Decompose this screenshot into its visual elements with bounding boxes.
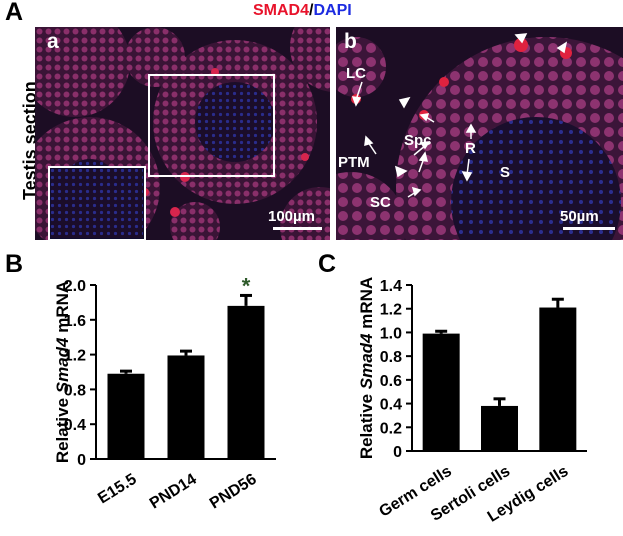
y-tick-label: 1.2	[64, 348, 86, 365]
y-tick-label: 0.2	[380, 420, 402, 437]
micrograph-a-scale-bar	[273, 227, 322, 230]
significance-marker: *	[242, 273, 251, 298]
y-tick-label: 1.6	[64, 313, 86, 330]
micrograph-b-letter: b	[344, 30, 357, 53]
bar	[539, 307, 577, 451]
bar	[167, 355, 205, 459]
chart-b: 0 0.4 0.8 1.2 1.6 2.0 E15.5 PND14 * PND56 Relative…	[53, 273, 276, 513]
micrograph-a-scale-label: 100µm	[268, 208, 316, 225]
x-tick-label: PND56	[207, 471, 260, 513]
y-axis-label-gene: Smad4	[357, 333, 376, 389]
y-axis-label-prefix: Relative	[357, 389, 376, 459]
micrograph-a-texture	[35, 27, 330, 240]
cell-label-spc: Spc	[404, 132, 432, 149]
y-tick-label: 1.0	[380, 325, 402, 342]
y-tick-label: 0.6	[380, 373, 402, 390]
y-tick-label: 1.4	[380, 278, 402, 295]
stain-label-smad4: SMAD4	[253, 2, 310, 19]
y-tick-label: 0	[393, 444, 402, 461]
x-tick-label: PND14	[147, 471, 200, 513]
y-tick-label: 0.8	[64, 382, 86, 399]
bar	[481, 405, 518, 451]
cell-label-r: R	[465, 140, 476, 157]
bar	[422, 333, 460, 451]
micrograph-a-letter: a	[47, 30, 59, 53]
micrograph-b-texture	[336, 27, 623, 240]
micrograph-b: b LC Spc PTM R S SC 50µm	[336, 27, 623, 240]
panel-letter-b: B	[5, 250, 24, 278]
y-tick-label: 1.2	[380, 302, 402, 319]
y-axis-label: Relative Smad4 mRNA	[53, 281, 72, 463]
stain-legend: SMAD4/DAPI	[253, 2, 352, 20]
y-axis-label-suffix: mRNA	[357, 277, 376, 334]
cell-label-lc: LC	[346, 65, 366, 82]
y-tick-label: 2.0	[64, 278, 86, 295]
x-tick-label: E15.5	[95, 471, 140, 508]
y-axis-label: Relative Smad4 mRNA	[357, 277, 376, 459]
y-axis-label-prefix: Relative	[53, 393, 72, 463]
bar	[107, 373, 145, 459]
cell-label-ptm: PTM	[338, 154, 370, 171]
stain-label-separator: /	[309, 2, 314, 19]
panel-letter-c: C	[318, 250, 337, 278]
cell-label-sc: SC	[370, 194, 391, 211]
micrograph-b-scale-bar	[563, 227, 615, 230]
micrograph-a: a 100µm	[35, 27, 330, 240]
cell-label-s: S	[500, 164, 511, 181]
micrograph-b-scale-label: 50µm	[560, 208, 599, 225]
panel-letter-a: A	[5, 0, 24, 26]
y-axis-label-gene: Smad4	[53, 337, 72, 393]
bar	[227, 305, 265, 459]
y-tick-label: 0.4	[380, 397, 402, 414]
y-axis-label-suffix: mRNA	[53, 281, 72, 338]
y-tick-label: 0.4	[64, 417, 86, 434]
y-tick-label: 0	[77, 452, 86, 469]
y-tick-label: 0.8	[380, 349, 402, 366]
stain-label-dapi: DAPI	[313, 2, 352, 19]
